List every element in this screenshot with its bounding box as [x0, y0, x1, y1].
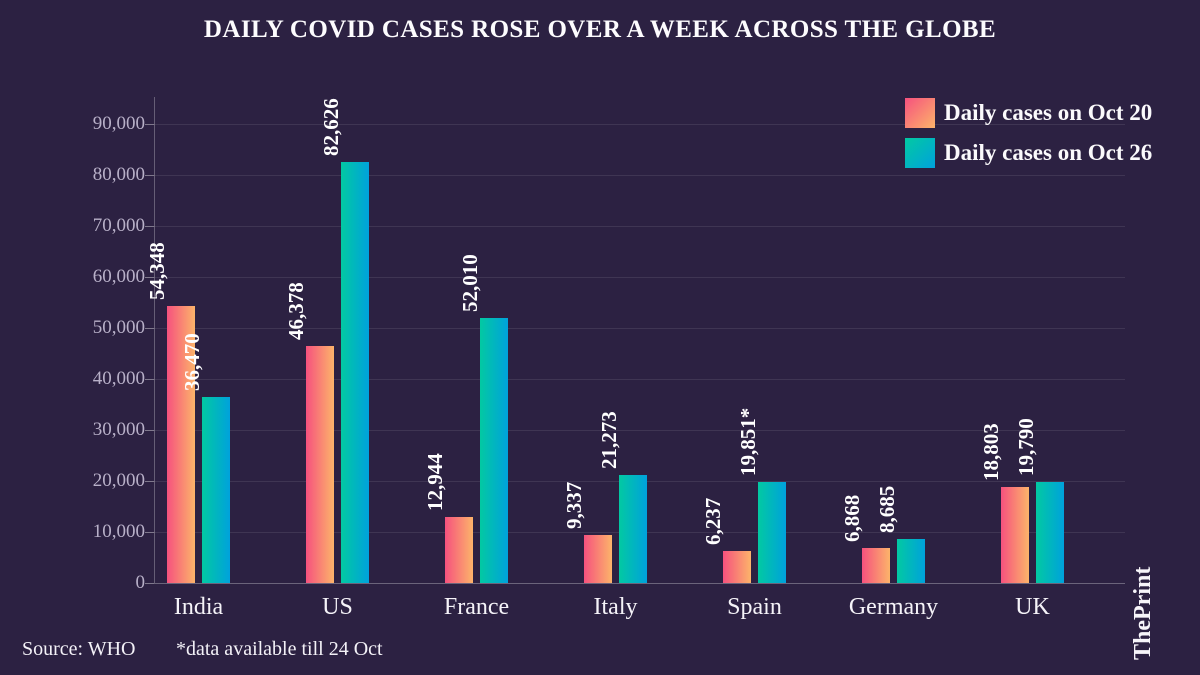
y-axis-tick: [145, 481, 154, 482]
value-label-oct26-france: 52,010: [458, 254, 482, 312]
y-axis-tick: [145, 124, 154, 125]
category-label-italy: Italy: [593, 594, 638, 620]
y-axis-tick: [145, 226, 154, 227]
brand-logo: ThePrint: [1130, 566, 1156, 660]
bar-oct20-us: [306, 346, 334, 583]
bar-oct20-india: [167, 306, 195, 583]
legend-label-oct20: Daily cases on Oct 20: [944, 100, 1153, 125]
value-label-oct26-spain: 19,851*: [736, 407, 760, 476]
y-axis-line: [154, 97, 155, 583]
y-tick-label: 20,000: [92, 470, 145, 491]
y-axis-tick: [145, 430, 154, 431]
bar-oct26-india: [202, 397, 230, 583]
bar-oct20-italy: [584, 535, 612, 583]
gridline-50,000: [154, 328, 1125, 329]
y-axis-tick: [145, 379, 154, 380]
bar-oct26-france: [480, 318, 508, 583]
value-label-oct20-france: 12,944: [423, 453, 447, 511]
y-tick-label: 50,000: [92, 317, 145, 338]
value-label-oct26-uk: 19,790: [1014, 418, 1038, 476]
y-tick-label: 90,000: [92, 113, 145, 134]
value-label-oct20-india: 54,348: [145, 242, 169, 300]
value-label-oct20-us: 46,378: [284, 282, 308, 340]
y-tick-label: 60,000: [92, 266, 145, 287]
legend-swatch-oct20-icon: [905, 98, 935, 128]
gridline-0: [154, 583, 1125, 584]
category-label-spain: Spain: [727, 594, 782, 620]
y-axis-tick: [145, 175, 154, 176]
y-tick-label: 70,000: [92, 215, 145, 236]
footnote-text: *data available till 24 Oct: [176, 638, 383, 660]
value-label-oct20-spain: 6,237: [701, 497, 725, 545]
bar-oct26-italy: [619, 475, 647, 583]
gridline-40,000: [154, 379, 1125, 380]
value-label-oct26-italy: 21,273: [597, 411, 621, 469]
gridline-90,000: [154, 124, 1125, 125]
category-label-germany: Germany: [848, 594, 939, 620]
chart-title: DAILY COVID CASES ROSE OVER A WEEK ACROS…: [203, 16, 997, 43]
gridline-70,000: [154, 226, 1125, 227]
bar-oct26-uk: [1036, 482, 1064, 583]
gridline-30,000: [154, 430, 1125, 431]
legend-swatch-oct26-icon: [905, 138, 935, 168]
value-label-oct26-germany: 8,685: [875, 485, 899, 533]
bar-oct20-spain: [723, 551, 751, 583]
category-label-us: US: [322, 594, 353, 620]
source-text: Source: WHO: [22, 638, 136, 660]
y-axis-tick: [145, 583, 154, 584]
bar-oct20-uk: [1001, 487, 1029, 583]
bar-oct20-france: [445, 517, 473, 583]
bar-oct20-germany: [862, 548, 890, 583]
bar-oct26-spain: [758, 482, 786, 583]
y-tick-label: 10,000: [92, 521, 145, 542]
category-label-india: India: [173, 594, 224, 620]
value-label-oct26-us: 82,626: [319, 98, 343, 156]
value-label-oct20-germany: 6,868: [840, 494, 864, 542]
value-label-oct26-india: 36,470: [180, 333, 204, 391]
gridline-80,000: [154, 175, 1125, 176]
value-label-oct20-italy: 9,337: [562, 481, 586, 529]
y-axis-tick: [145, 277, 154, 278]
category-label-france: France: [443, 594, 510, 620]
y-tick-label: 40,000: [92, 368, 145, 389]
y-tick-label: 0: [135, 572, 146, 593]
y-tick-label: 80,000: [92, 164, 145, 185]
y-axis-tick: [145, 532, 154, 533]
legend-label-oct26: Daily cases on Oct 26: [944, 140, 1153, 165]
y-axis-tick: [145, 328, 154, 329]
value-label-oct20-uk: 18,803: [979, 423, 1003, 481]
bar-oct26-us: [341, 162, 369, 583]
category-label-uk: UK: [1015, 594, 1050, 620]
y-tick-label: 30,000: [92, 419, 145, 440]
bar-oct26-germany: [897, 539, 925, 583]
gridline-60,000: [154, 277, 1125, 278]
